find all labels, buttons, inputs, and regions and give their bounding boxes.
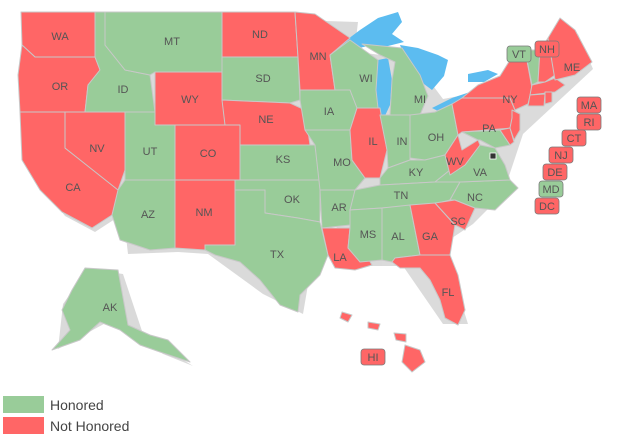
label-ut: UT <box>143 146 158 158</box>
state-tx[interactable] <box>204 189 329 313</box>
label-sd: SD <box>255 73 270 85</box>
svg-text:DE: DE <box>547 167 562 179</box>
legend-item-honored: Honored <box>3 394 129 415</box>
label-nd: ND <box>252 29 268 41</box>
state-nj-main[interactable] <box>509 109 521 141</box>
callout-tags: VT NH MA RI CT NJ DE MD <box>360 40 602 366</box>
label-tn: TN <box>394 190 409 202</box>
svg-text:MA: MA <box>581 100 598 112</box>
label-ny: NY <box>502 94 518 106</box>
tag-nh[interactable]: NH <box>534 40 560 58</box>
state-wv[interactable] <box>444 134 481 176</box>
label-nv: NV <box>89 143 105 155</box>
label-pa: PA <box>482 123 497 135</box>
label-mt: MT <box>164 36 180 48</box>
state-ri-main[interactable] <box>544 91 553 105</box>
svg-text:DC: DC <box>539 201 555 213</box>
label-ks: KS <box>276 154 291 166</box>
lake-huron <box>400 45 448 90</box>
tag-hi[interactable]: HI <box>360 348 386 366</box>
state-hi[interactable] <box>339 311 426 373</box>
label-tx: TX <box>270 249 285 261</box>
svg-text:RI: RI <box>584 117 595 129</box>
label-ok: OK <box>284 194 301 206</box>
state-sd[interactable] <box>221 56 301 104</box>
label-in: IN <box>397 136 408 148</box>
label-va: VA <box>473 167 488 179</box>
label-wy: WY <box>181 94 199 106</box>
label-mi: MI <box>414 94 426 106</box>
label-ak: AK <box>103 302 118 314</box>
tag-de[interactable]: DE <box>542 163 568 181</box>
us-map: WA OR CA NV ID MT WY UT AZ CO NM ND SD N… <box>17 11 602 373</box>
label-me: ME <box>564 62 581 74</box>
label-ky: KY <box>409 167 424 179</box>
label-wv: WV <box>446 156 464 168</box>
label-sc: SC <box>450 216 465 228</box>
legend: Honored Not Honored <box>3 394 129 436</box>
lake-superior <box>340 12 404 50</box>
label-ne: NE <box>258 114 273 126</box>
label-oh: OH <box>428 132 445 144</box>
tag-ct[interactable]: CT <box>561 129 587 147</box>
label-al: AL <box>391 231 404 243</box>
state-fl[interactable] <box>391 254 466 326</box>
label-la: LA <box>333 252 347 264</box>
label-wa: WA <box>51 31 69 43</box>
tag-ma[interactable]: MA <box>576 96 602 114</box>
label-ms: MS <box>360 229 377 241</box>
states-layer <box>17 11 593 373</box>
label-mo: MO <box>333 157 351 169</box>
label-ia: IA <box>324 106 335 118</box>
tag-ri[interactable]: RI <box>576 113 602 131</box>
label-mn: MN <box>309 51 326 63</box>
svg-text:NJ: NJ <box>554 150 567 162</box>
state-labels: WA OR CA NV ID MT WY UT AZ CO NM ND SD N… <box>51 29 580 314</box>
honored-swatch <box>3 396 44 413</box>
svg-text:NH: NH <box>539 44 555 56</box>
label-co: CO <box>200 148 217 160</box>
label-id: ID <box>118 84 129 96</box>
svg-text:VT: VT <box>512 49 526 61</box>
not-honored-swatch <box>3 417 44 434</box>
legend-label-honored: Honored <box>50 396 104 413</box>
legend-label-not-honored: Not Honored <box>50 417 130 434</box>
label-nc: NC <box>467 192 483 204</box>
lake-michigan <box>376 58 392 118</box>
label-ga: GA <box>422 231 439 243</box>
svg-text:HI: HI <box>368 352 379 364</box>
label-nm: NM <box>195 207 212 219</box>
svg-text:MD: MD <box>542 184 559 196</box>
state-ak[interactable] <box>51 267 191 363</box>
dc-marker <box>489 152 497 160</box>
tag-nj[interactable]: NJ <box>548 146 574 164</box>
state-de-main[interactable] <box>499 127 515 146</box>
lake-ontario <box>468 70 498 82</box>
label-il: IL <box>368 136 377 148</box>
label-fl: FL <box>442 287 455 299</box>
tag-md[interactable]: MD <box>538 180 564 198</box>
state-ct-main[interactable] <box>527 93 546 107</box>
label-ar: AR <box>331 202 346 214</box>
tag-dc[interactable]: DC <box>534 197 560 215</box>
state-me[interactable] <box>547 17 593 81</box>
label-ca: CA <box>65 182 81 194</box>
state-ga[interactable] <box>409 202 456 256</box>
legend-item-not-honored: Not Honored <box>3 415 129 436</box>
tag-vt[interactable]: VT <box>506 45 532 63</box>
svg-text:CT: CT <box>567 133 582 145</box>
label-wi: WI <box>359 73 372 85</box>
label-or: OR <box>52 81 69 93</box>
label-az: AZ <box>141 209 155 221</box>
